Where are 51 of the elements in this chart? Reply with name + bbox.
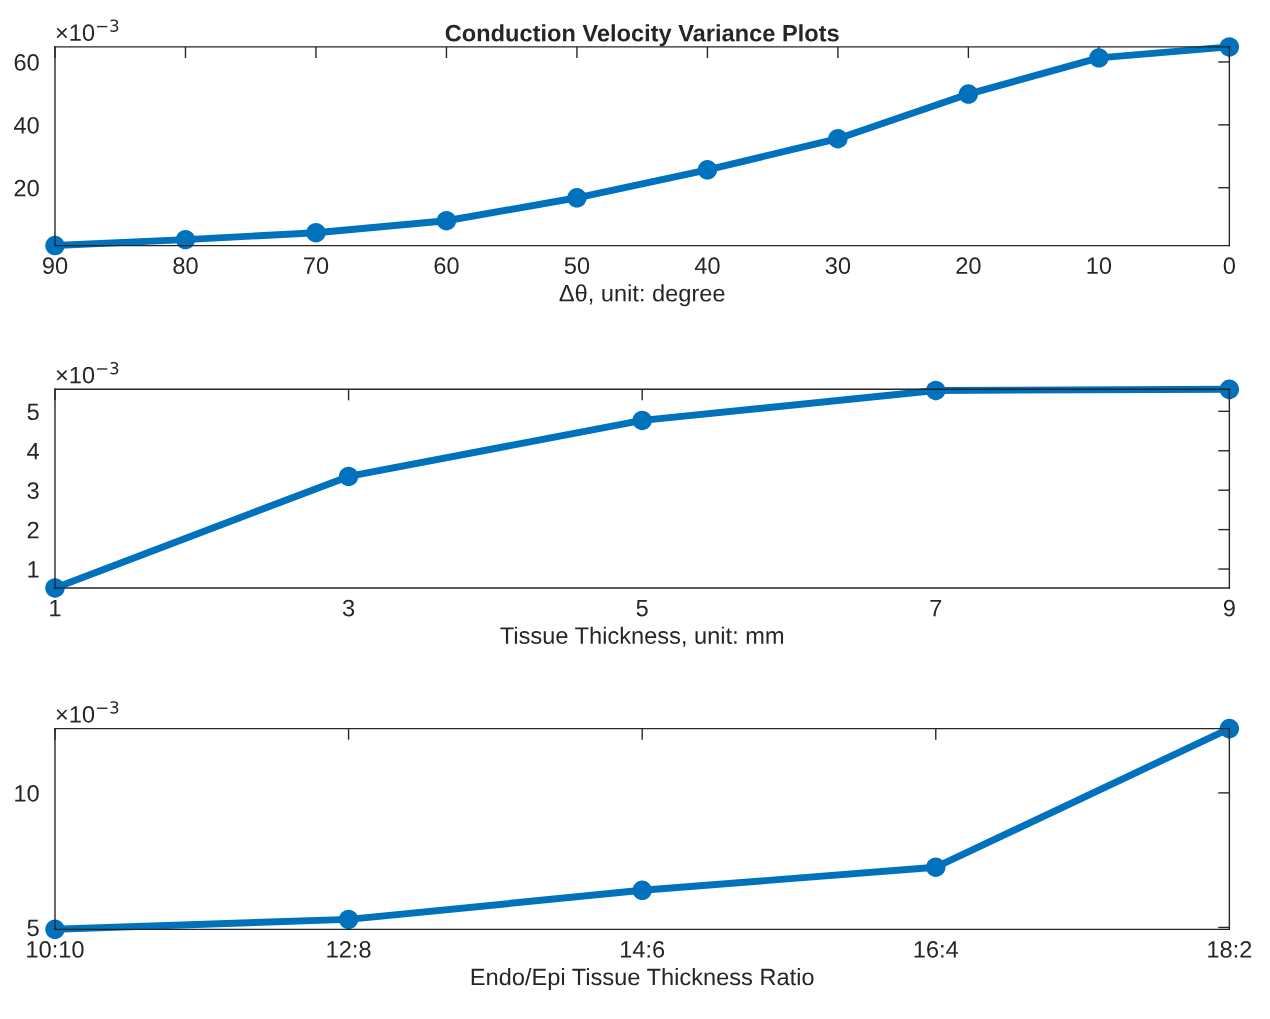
x-axis-title: Endo/Epi Tissue Thickness Ratio xyxy=(471,968,814,991)
point xyxy=(958,84,979,104)
x-tick-label: 60 xyxy=(434,257,459,275)
x-axis-title: Δθ, unit: degree xyxy=(559,284,725,307)
x-tick-label: 16:4 xyxy=(914,941,959,958)
point xyxy=(632,880,652,901)
y-tick-label: 10 xyxy=(15,784,39,802)
point xyxy=(436,211,457,231)
text: ×10$^{−3}$ xyxy=(56,19,119,42)
y-tick-label: 20 xyxy=(14,179,39,197)
chart-title: Conduction Velocity Variance Plots xyxy=(445,24,839,47)
point xyxy=(926,380,946,401)
y-tick-label: 5 xyxy=(27,919,39,937)
x-tick-label: 7 xyxy=(930,599,942,617)
x-tick-label: 12:8 xyxy=(327,941,371,958)
x-tick-label: 10 xyxy=(1087,257,1112,275)
point xyxy=(697,160,718,180)
x-tick-label: 90 xyxy=(42,257,68,275)
y-tick-label: 5 xyxy=(27,403,39,421)
x-tick-label: 40 xyxy=(694,257,720,275)
x-tick-label: 1 xyxy=(50,599,61,617)
x-tick-label: 9 xyxy=(1223,599,1235,617)
y-tick-label: 3 xyxy=(27,482,39,499)
y-tick-label: 60 xyxy=(14,54,39,71)
x-tick-label: 5 xyxy=(636,599,648,617)
point xyxy=(632,410,652,431)
x-tick-label: 30 xyxy=(825,257,851,275)
x-tick-label: 18:2 xyxy=(1208,941,1252,958)
x-axis-title: Tissue Thickness, unit: mm xyxy=(500,626,783,647)
point xyxy=(828,128,848,149)
y-tick-label: 4 xyxy=(27,443,40,460)
x-tick-label: 70 xyxy=(304,257,329,275)
point xyxy=(926,857,946,877)
point xyxy=(338,909,359,930)
text: ×10$^{−3}$ xyxy=(56,701,119,723)
x-tick-label: 50 xyxy=(564,257,590,275)
y-tick-label: 1 xyxy=(28,561,39,578)
x-tick-label: 14:6 xyxy=(621,941,665,958)
point xyxy=(306,222,326,243)
y-tick-label: 40 xyxy=(14,116,39,134)
x-tick-label: 0 xyxy=(1223,257,1235,275)
y-tick-label: 2 xyxy=(27,521,39,539)
point xyxy=(175,229,196,250)
point xyxy=(567,188,587,208)
x-tick-label: 20 xyxy=(956,257,981,275)
x-tick-label: 3 xyxy=(342,599,355,617)
point xyxy=(1089,48,1109,68)
x-tick-label: 80 xyxy=(173,257,198,275)
text: ×10$^{−3}$ xyxy=(56,361,119,384)
x-tick-label: 10:10 xyxy=(27,941,84,958)
point xyxy=(338,466,359,487)
